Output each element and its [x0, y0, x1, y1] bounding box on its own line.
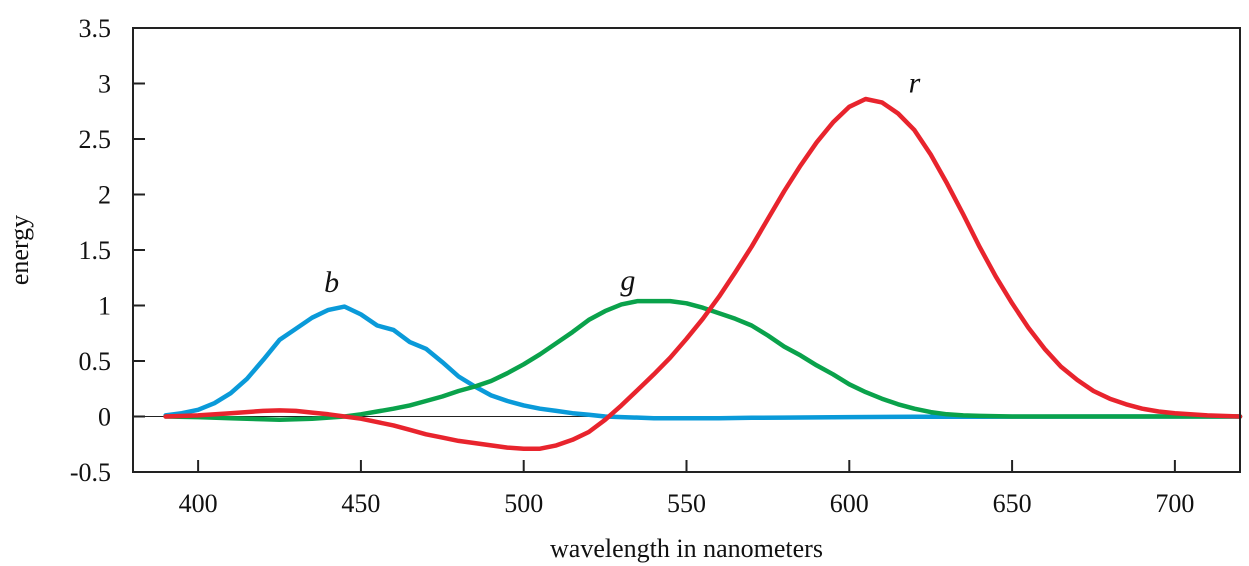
series-label-b: b	[324, 266, 339, 299]
series-layer	[163, 96, 1243, 451]
tick-layer: 400 450 500 550 600 650 700 -0.5 0 0.5 1 1.5 2 2.5 3 3.…	[70, 14, 1195, 518]
series-label-g: g	[620, 264, 635, 297]
series-line-g	[163, 298, 1243, 423]
series-label-r: r	[909, 66, 921, 99]
x-tick-label: 500	[504, 489, 543, 518]
x-tick-label: 600	[830, 489, 869, 518]
x-tick-label: 550	[667, 489, 706, 518]
y-tick-label: 3.5	[79, 14, 112, 43]
y-tick-label: 3	[98, 70, 111, 99]
y-axis-title: energy	[5, 215, 34, 285]
x-tick-label: 650	[993, 489, 1032, 518]
y-tick-label: 2.5	[79, 125, 112, 154]
series-line-b	[163, 304, 1243, 421]
y-tick-label: -0.5	[70, 458, 111, 487]
y-tick-label: 1	[98, 292, 111, 321]
x-axis-title: wavelength in nanometers	[550, 534, 823, 563]
y-tick-label: 0.5	[79, 347, 112, 376]
x-tick-label: 400	[179, 489, 218, 518]
x-tick-label: 700	[1155, 489, 1194, 518]
annotation-layer: b g r	[324, 66, 920, 299]
y-tick-label: 2	[98, 181, 111, 210]
series-line-r	[163, 96, 1243, 451]
x-tick-label: 450	[341, 489, 380, 518]
y-tick-label: 1.5	[79, 236, 112, 265]
y-tick-label: 0	[98, 403, 111, 432]
plot-frame	[132, 27, 1241, 473]
